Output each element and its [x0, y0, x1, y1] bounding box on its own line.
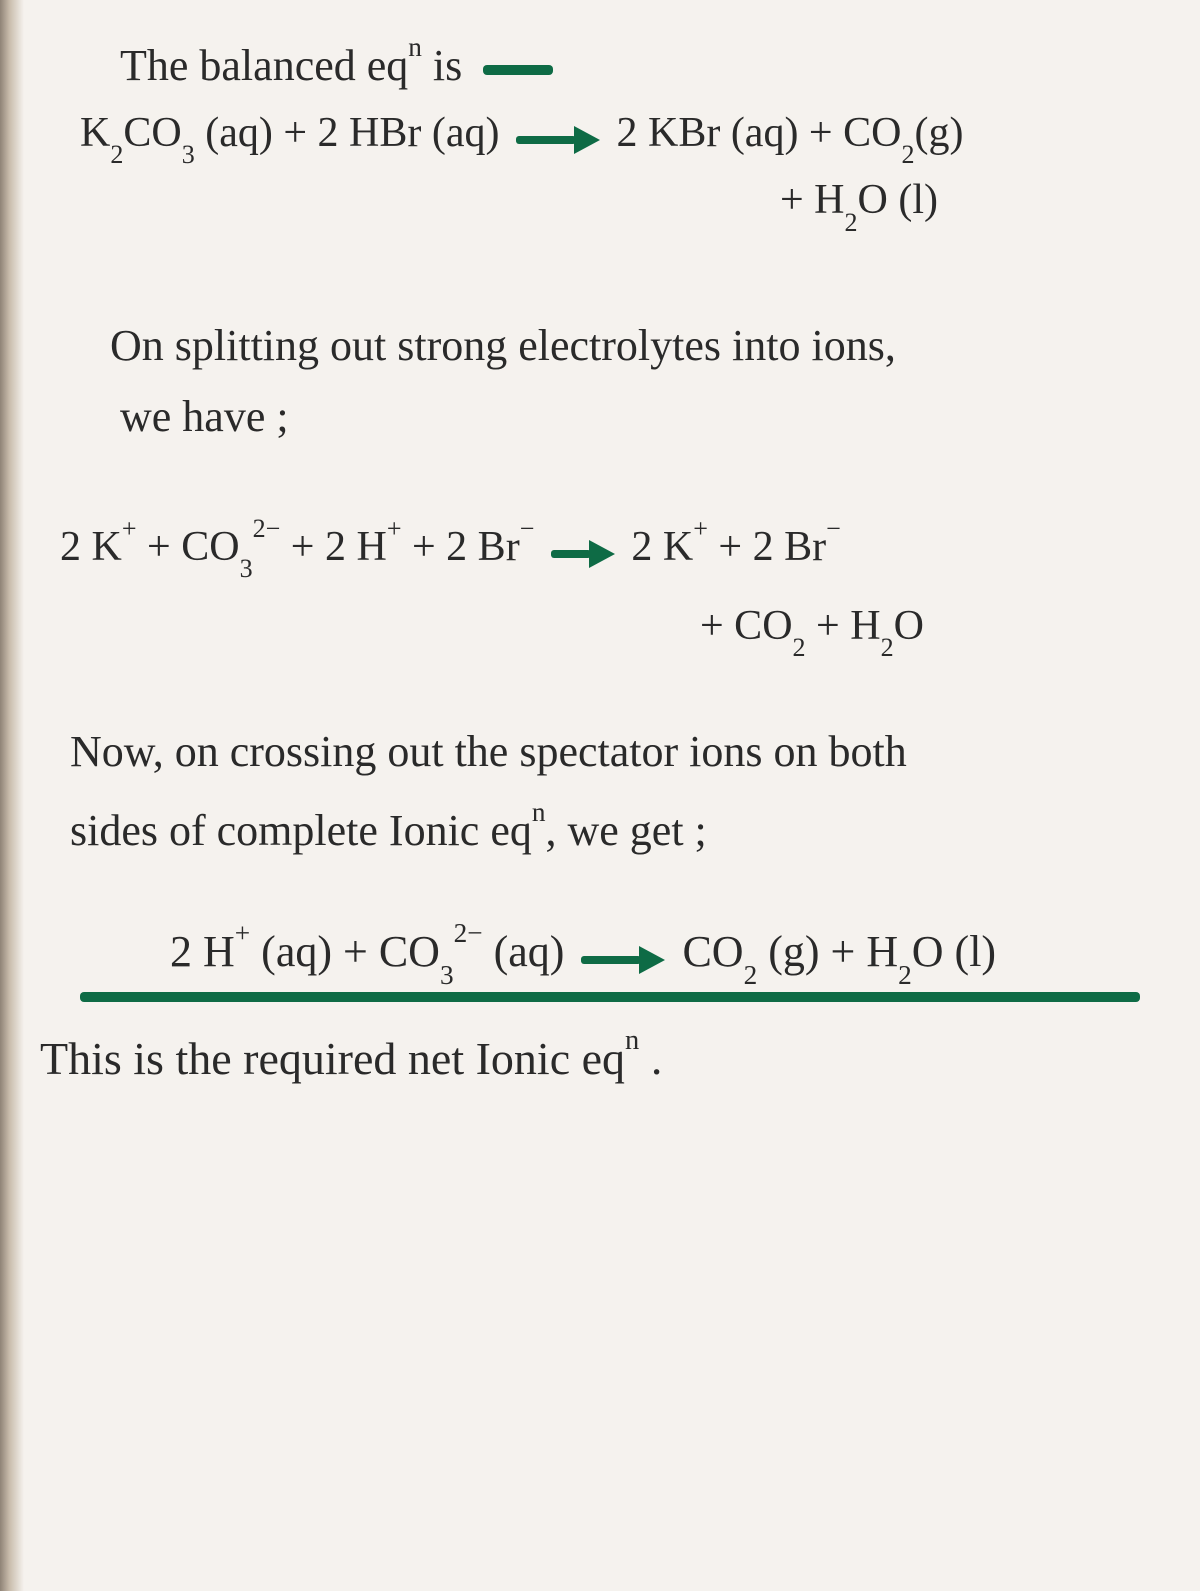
subscript-3: 3: [240, 554, 253, 583]
text-crossing-out: Now, on crossing out the spectator ions …: [70, 726, 1160, 777]
subscript-2: 2: [881, 633, 894, 662]
text-fragment: + 2 Br: [412, 524, 520, 570]
subscript-2: 2: [901, 140, 914, 169]
subscript-3: 3: [440, 960, 454, 990]
text-fragment: This is the required net Ionic eq: [40, 1033, 625, 1084]
subscript-2: 2: [898, 960, 912, 990]
text-fragment: O (l): [912, 927, 996, 976]
subscript-2: 2: [744, 960, 758, 990]
equation-molecular: K2CO3 (aq) + 2 HBr (aq) 2 KBr (aq) + CO2…: [80, 109, 1160, 162]
reaction-arrow-icon: [581, 930, 665, 981]
text-fragment: 2 KBr (aq) + CO: [616, 110, 901, 156]
text-fragment: 2 K: [60, 524, 122, 570]
text-fragment: + H: [816, 603, 881, 649]
superscript-2minus: 2−: [253, 514, 281, 543]
text-balanced-eq-is: The balanced eqn is: [120, 40, 1160, 91]
text-fragment: + CO: [700, 603, 793, 649]
text-fragment: sides of complete Ionic eq: [70, 806, 532, 855]
superscript-2minus: 2−: [454, 918, 483, 948]
text-we-have: we have ;: [120, 391, 1160, 442]
text-fragment: + CO: [147, 524, 240, 570]
text-fragment: + H: [780, 177, 845, 223]
subscript-2: 2: [845, 208, 858, 237]
text-fragment: O: [894, 603, 924, 649]
text-fragment: On splitting out strong electrolytes int…: [110, 321, 896, 370]
text-fragment: (g): [914, 110, 963, 156]
superscript-plus: +: [235, 918, 250, 948]
text-fragment: is: [433, 41, 473, 90]
superscript-n: n: [532, 797, 546, 827]
subscript-3: 3: [182, 140, 195, 169]
text-fragment: (g) + H: [757, 927, 898, 976]
green-underline: [80, 992, 1140, 1002]
text-fragment: .: [639, 1033, 662, 1084]
text-fragment: O (l): [858, 177, 938, 223]
text-fragment: (aq): [483, 927, 576, 976]
text-fragment: 2 H: [170, 927, 235, 976]
text-fragment: CO: [682, 927, 743, 976]
text-fragment: The balanced eq: [120, 41, 408, 90]
handwritten-page: The balanced eqn is K2CO3 (aq) + 2 HBr (…: [60, 40, 1160, 1085]
equation-molecular-cont: + H2O (l): [780, 176, 1160, 229]
text-fragment: + 2 H: [291, 524, 387, 570]
superscript-minus: −: [520, 514, 535, 543]
equation-complete-ionic: 2 K+ + CO32− + 2 H+ + 2 Br− 2 K+ + 2 Br−: [60, 522, 1160, 576]
text-fragment: CO: [123, 110, 181, 156]
equation-complete-ionic-cont: + CO2 + H2O: [700, 602, 1160, 655]
text-conclusion: This is the required net Ionic eqn .: [40, 1032, 1160, 1085]
text-splitting: On splitting out strong electrolytes int…: [110, 320, 1160, 371]
subscript-2: 2: [793, 633, 806, 662]
superscript-n: n: [625, 1025, 639, 1056]
text-fragment: we have ;: [120, 392, 289, 441]
text-fragment: 2 K: [631, 524, 693, 570]
green-dash: [483, 65, 553, 75]
text-fragment: (aq) + 2 HBr (aq): [195, 110, 500, 156]
equation-net-ionic: 2 H+ (aq) + CO32− (aq) CO2 (g) + H2O (l): [170, 926, 1160, 983]
reaction-arrow-icon: [516, 112, 600, 160]
superscript-n: n: [408, 32, 422, 62]
text-fragment: Now, on crossing out the spectator ions …: [70, 727, 907, 776]
text-fragment: (aq) + CO: [250, 927, 440, 976]
subscript-2: 2: [110, 140, 123, 169]
superscript-plus: +: [693, 514, 708, 543]
superscript-minus: −: [826, 514, 841, 543]
text-fragment: , we get ;: [546, 806, 707, 855]
page-left-shadow: [0, 0, 24, 1591]
text-fragment: + 2 Br: [718, 524, 826, 570]
text-fragment: K: [80, 110, 110, 156]
superscript-plus: +: [387, 514, 402, 543]
text-sides-of: sides of complete Ionic eqn, we get ;: [70, 805, 1160, 856]
superscript-plus: +: [122, 514, 137, 543]
reaction-arrow-icon: [551, 526, 615, 574]
